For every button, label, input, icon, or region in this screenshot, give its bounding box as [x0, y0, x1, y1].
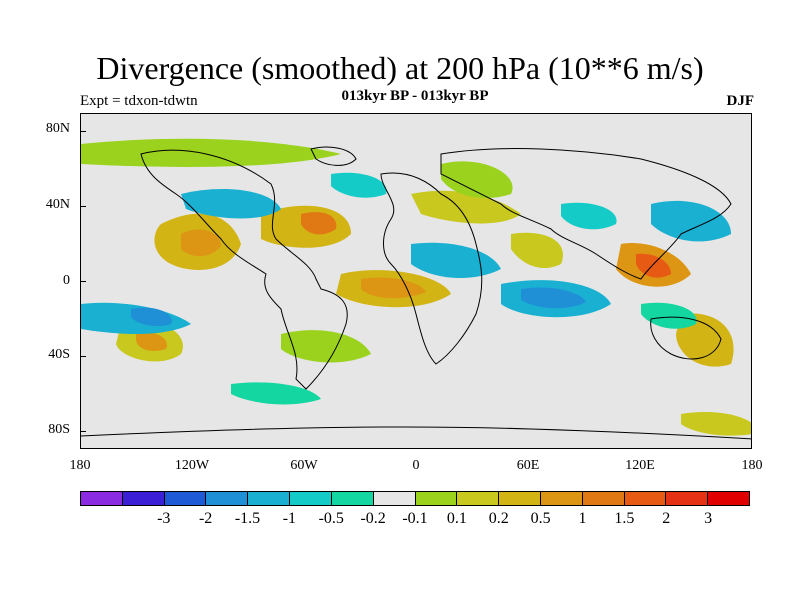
colorbar-swatch	[122, 492, 165, 505]
map-subtitle: 013kyr BP - 013kyr BP	[341, 88, 489, 104]
map-title: Divergence (smoothed) at 200 hPa (10**6 …	[96, 50, 704, 86]
colorbar	[80, 491, 750, 506]
colorbar-swatch	[373, 492, 416, 505]
colorbar-swatch	[540, 492, 583, 505]
coastlines	[81, 146, 751, 440]
colorbar-swatch	[331, 492, 374, 505]
lon-label-120e: 120E	[625, 458, 655, 473]
colorbar-label: -3	[157, 510, 171, 527]
divergence-map	[81, 138, 751, 440]
colorbar-swatch	[206, 492, 249, 505]
lat-tick	[80, 356, 86, 357]
positive-divergence-regions	[81, 138, 751, 436]
colorbar-label: 3	[704, 510, 713, 527]
map-frame	[80, 113, 752, 449]
lon-label-60w: 60W	[290, 458, 318, 473]
colorbar-swatch	[81, 492, 123, 505]
lat-label-80s: 80S	[48, 422, 70, 437]
colorbar-label: -1	[282, 510, 297, 527]
lat-tick	[80, 431, 86, 432]
colorbar-label: 0.1	[446, 510, 467, 527]
colorbar-swatch	[164, 492, 207, 505]
colorbar-swatch	[290, 492, 332, 505]
lon-label-60e: 60E	[516, 458, 540, 473]
lat-tick	[80, 281, 86, 282]
colorbar-label: -1.5	[234, 510, 261, 527]
lon-label-120w: 120W	[174, 458, 210, 473]
colorbar-label: 2	[662, 510, 671, 527]
lat-label-40n: 40N	[45, 197, 70, 212]
negative-divergence-regions	[81, 172, 731, 405]
colorbar-label: -0.1	[402, 510, 428, 527]
colorbar-label: 0.5	[530, 510, 551, 527]
lat-label-80n: 80N	[45, 121, 70, 136]
colorbar-swatch	[248, 492, 291, 505]
colorbar-swatch	[624, 492, 667, 505]
lat-label-40s: 40S	[48, 347, 70, 362]
colorbar-label: -0.2	[360, 510, 386, 527]
experiment-label: Expt = tdxon-tdwtn	[80, 93, 198, 109]
lon-label-0: 0	[412, 458, 420, 473]
colorbar-label: -0.5	[318, 510, 344, 527]
colorbar-label: 0.2	[488, 510, 509, 527]
colorbar-label: 1	[578, 510, 587, 527]
colorbar-swatch	[457, 492, 500, 505]
lat-tick	[80, 131, 86, 132]
colorbar-label: -2	[198, 510, 213, 527]
colorbar-swatch	[666, 492, 709, 505]
colorbar-label: 1.5	[614, 510, 635, 527]
season-label: DJF	[726, 93, 755, 109]
lon-label-180e: 180	[741, 458, 763, 473]
colorbar-swatch	[708, 492, 749, 505]
colorbar-swatch	[415, 492, 458, 505]
colorbar-swatch	[499, 492, 541, 505]
lat-label-eq: 0	[63, 273, 70, 288]
lon-label-180w: 180	[69, 458, 91, 473]
lat-tick	[80, 206, 86, 207]
colorbar-swatch	[582, 492, 625, 505]
